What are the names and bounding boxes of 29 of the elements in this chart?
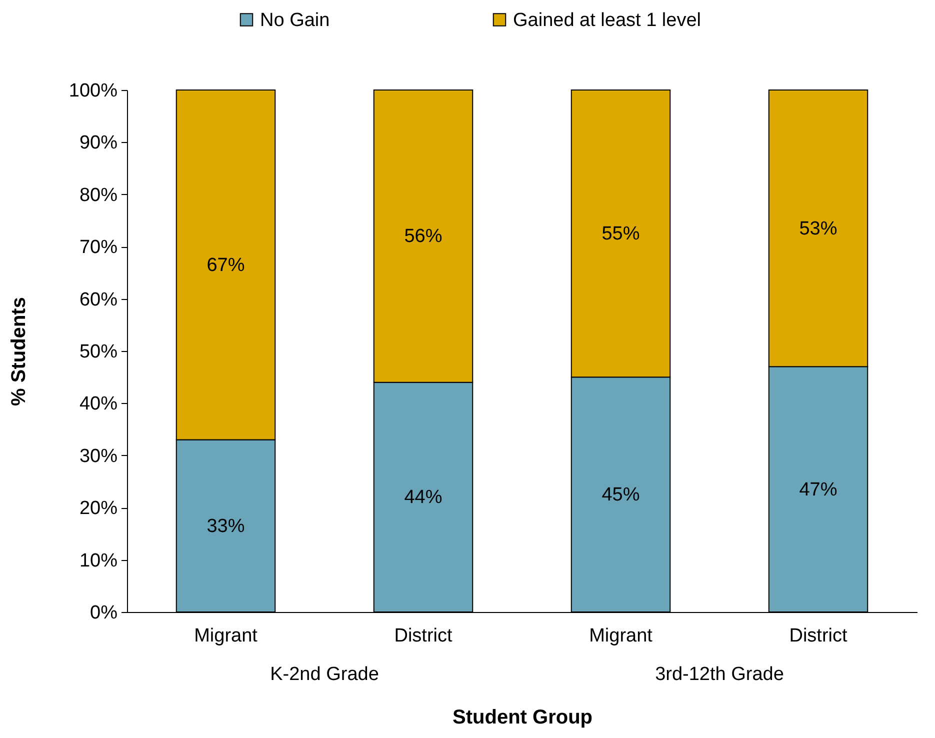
data-label: 55% [602,224,640,245]
text: 3rd-12th Grade [655,664,784,685]
y-tick-label: 40% [79,394,118,415]
y-tick-label: 100% [68,80,118,102]
y-tick-label: 30% [79,446,118,467]
y-tick-label: 20% [79,498,118,520]
legend-label: No Gain [260,10,330,31]
x-tick-label: Migrant [589,626,654,646]
x-axis-title: Student Group [452,706,592,728]
x-tick-label: Migrant [194,626,258,646]
y-tick-label: 10% [79,550,118,572]
y-tick-label: 80% [79,184,118,206]
y-tick-label: 90% [79,132,118,154]
x-tick-label: District [394,626,453,646]
y-tick-label: 70% [79,237,118,258]
data-label: 47% [799,479,838,500]
y-tick-label: 0% [90,602,118,624]
data-label: 67% [206,254,245,276]
data-label: 56% [404,226,442,248]
y-axis-title: % Students [8,297,30,406]
x-tick-label: District [789,626,848,646]
data-label: 33% [206,516,245,537]
text: K-2nd Grade [270,664,379,685]
legend-label: Gained at least 1 level [513,10,702,31]
y-tick-label: 50% [79,342,118,362]
y-tick-label: 60% [79,289,118,310]
data-label: 53% [799,218,838,240]
data-label: 45% [602,484,640,506]
data-label: 44% [404,487,442,508]
